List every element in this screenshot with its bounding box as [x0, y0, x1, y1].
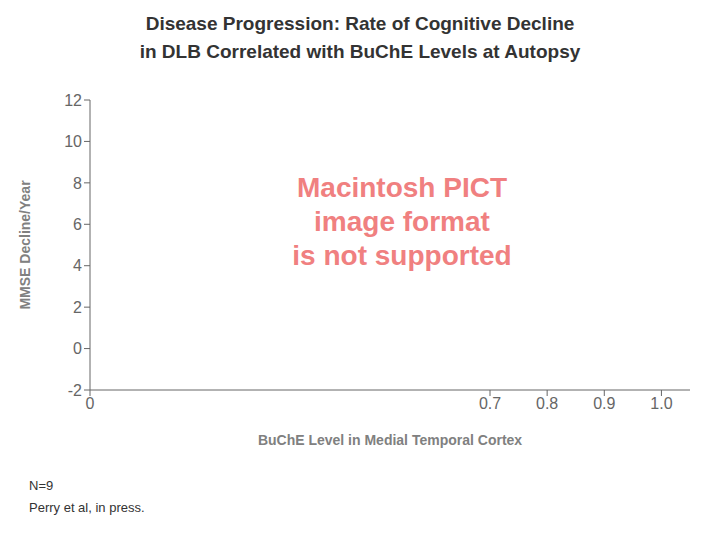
html-text:Perry et al, in press.: Perry et al, in press.	[29, 500, 145, 515]
svg-text:12: 12	[64, 92, 82, 109]
svg-text:MMSE Decline/Year: MMSE Decline/Year	[17, 180, 33, 310]
svg-text:1.0: 1.0	[650, 395, 672, 412]
svg-text:6: 6	[73, 216, 82, 233]
html-text:Disease Progression: Rate of C: Disease Progression: Rate of Cognitive D…	[145, 13, 575, 34]
svg-text:BuChE Level in Medial Temporal: BuChE Level in Medial Temporal Cortex	[258, 432, 522, 448]
svg-text:4: 4	[73, 257, 82, 274]
html-text:in DLB Correlated with BuChE L: in DLB Correlated with BuChE Levels at A…	[139, 41, 581, 62]
svg-text:0.9: 0.9	[593, 395, 615, 412]
svg-text:0.7: 0.7	[479, 395, 501, 412]
svg-text:8: 8	[73, 175, 82, 192]
svg-text:0: 0	[86, 395, 95, 412]
svg-text:2: 2	[73, 299, 82, 316]
svg-text:-2: -2	[68, 382, 82, 399]
svg-text:0.8: 0.8	[536, 395, 558, 412]
html-text:N=9: N=9	[29, 478, 54, 493]
svg-text:10: 10	[64, 133, 82, 150]
svg-text:0: 0	[73, 340, 82, 357]
html-text:Macintosh PICT image format is: Macintosh PICT image format is not suppo…	[292, 171, 512, 271]
